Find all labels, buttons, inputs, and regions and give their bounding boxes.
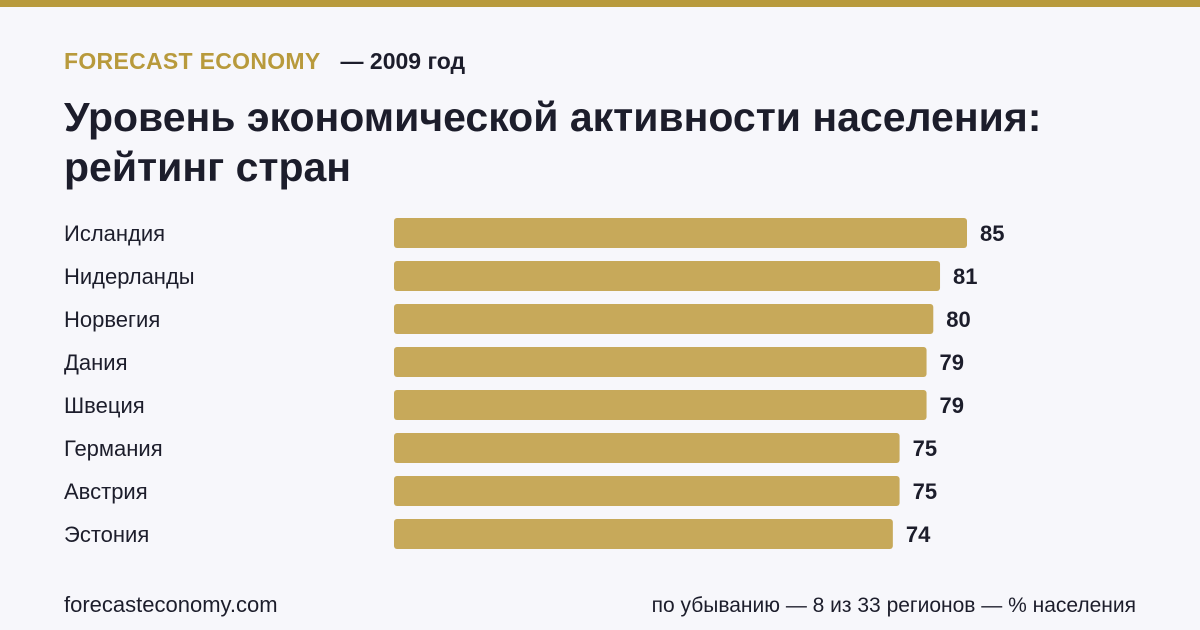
bar	[394, 433, 900, 463]
header-line: FORECAST ECONOMY — 2009 год	[64, 46, 465, 76]
footer-site[interactable]: forecasteconomy.com	[64, 592, 278, 617]
category-label: Нидерланды	[64, 264, 195, 289]
bar	[394, 347, 927, 377]
category-label: Швеция	[64, 393, 145, 418]
bar	[394, 476, 900, 506]
value-label: 79	[940, 350, 964, 375]
category-label: Дания	[64, 350, 128, 375]
value-label: 75	[913, 436, 937, 461]
value-label: 81	[953, 264, 977, 289]
category-label: Эстония	[64, 522, 149, 547]
bar	[394, 390, 927, 420]
bar	[394, 304, 934, 334]
brand-name: FORECAST ECONOMY	[64, 47, 321, 74]
category-label: Австрия	[64, 479, 148, 504]
value-label: 74	[906, 522, 931, 547]
category-label: Норвегия	[64, 307, 160, 332]
chart-title: Уровень экономической активности населен…	[64, 94, 1042, 190]
top-accent-bar	[0, 0, 1200, 7]
category-label: Германия	[64, 436, 163, 461]
footer-note: по убыванию — 8 из 33 регионов — % насел…	[651, 594, 1136, 617]
value-label: 80	[946, 307, 970, 332]
value-label: 79	[940, 393, 964, 418]
value-label: 75	[913, 479, 937, 504]
bar	[394, 519, 893, 549]
bar	[394, 218, 967, 248]
category-label: Исландия	[64, 221, 165, 246]
bar-chart: Исландия 85 Нидерланды 81 Норвегия 80 Дания 79 Ш…	[64, 218, 1004, 549]
value-label: 85	[980, 221, 1004, 246]
year-label: — 2009 год	[340, 47, 466, 74]
bar	[394, 261, 941, 291]
